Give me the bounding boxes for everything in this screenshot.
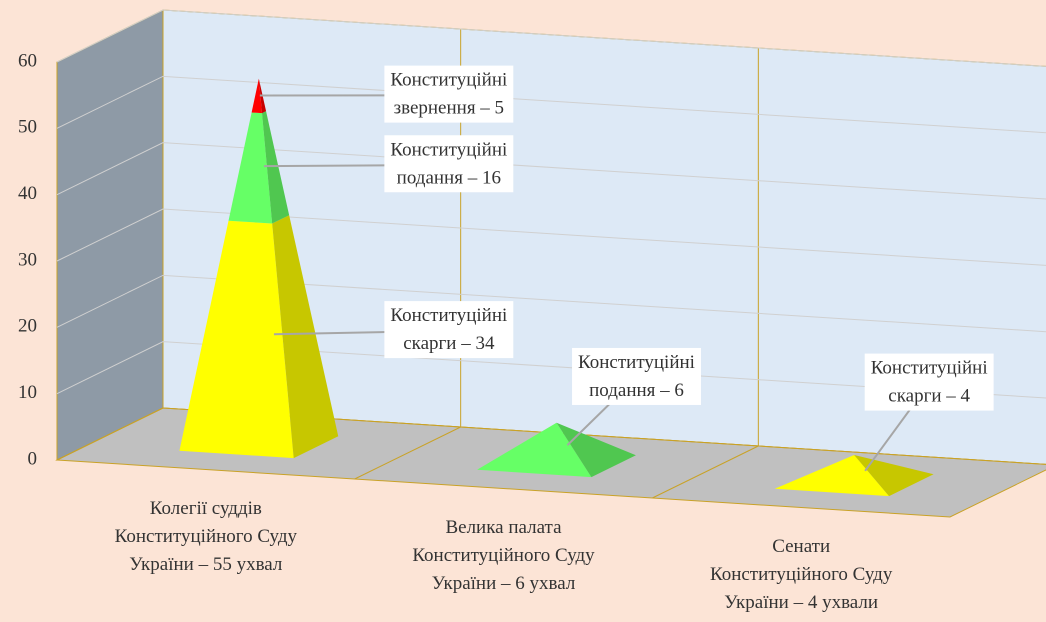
data-label-text: Конституційні [871,358,988,379]
data-label-text: Конституційні [390,305,507,326]
data-label-text: Конституційні [578,352,695,373]
grid-line [56,9,1046,67]
x-tick-label: України – 55 ухвал [129,554,283,575]
data-label-box [384,135,514,193]
grid-line [56,407,1046,465]
x-tick-label: Конституційного Суду [710,564,893,585]
pyramid-front [477,422,592,478]
grid-line [56,208,1046,266]
y-tick-label: 30 [18,249,37,270]
data-label-text: подання – 16 [397,167,501,188]
grid-line [56,142,1046,200]
data-label: Конституційні скарги – 4 [864,353,994,411]
pyramid-front [179,220,294,459]
data-label-box [384,301,514,359]
grid-line [56,75,1046,134]
data-label-text: скарги – 4 [888,386,970,407]
y-tick-label: 20 [18,316,37,337]
data-label: Конституційні скарги – 34 [384,301,514,359]
pyramid-side [262,111,290,224]
data-label: Конституційні подання – 16 [384,135,514,193]
data-label-text: звернення – 5 [394,98,504,119]
y-tick-label: 50 [18,117,37,138]
data-label-box [572,347,701,405]
y-tick-label: 40 [18,183,37,204]
pyramid-side [272,215,339,459]
y-tick-label: 0 [28,448,38,469]
floor-divider [354,426,461,480]
x-tick-label: України – 6 ухвал [432,573,576,594]
pyramid-side [854,454,934,497]
x-tick-label: Сенати [772,536,830,557]
floor-divider [652,445,759,499]
y-tick-label: 10 [18,382,37,403]
x-tick-label: Велика палата [445,517,562,538]
data-label-text: Конституційні [390,139,507,160]
grid-line [56,341,1046,399]
data-label-box [384,65,514,123]
x-tick-label: Конституційного Суду [412,545,595,566]
data-label: Конституційні подання – 6 [572,347,701,405]
data-label-text: подання – 6 [589,380,684,401]
data-label-text: Конституційні [390,70,507,91]
pyramid-front [228,112,273,224]
pyramid-front [251,78,263,114]
x-tick-label: Колегії суддів [150,498,262,519]
data-label-text: скарги – 34 [403,333,495,354]
x-tick-label: України – 4 ухвали [724,592,878,613]
data-label-box [864,353,994,411]
pyramid-front [774,454,890,497]
data-label: Конституційні звернення – 5 [384,65,514,123]
x-tick-label: Конституційного Суду [115,526,298,547]
y-tick-label: 60 [18,50,37,71]
grid-line [56,274,1046,333]
